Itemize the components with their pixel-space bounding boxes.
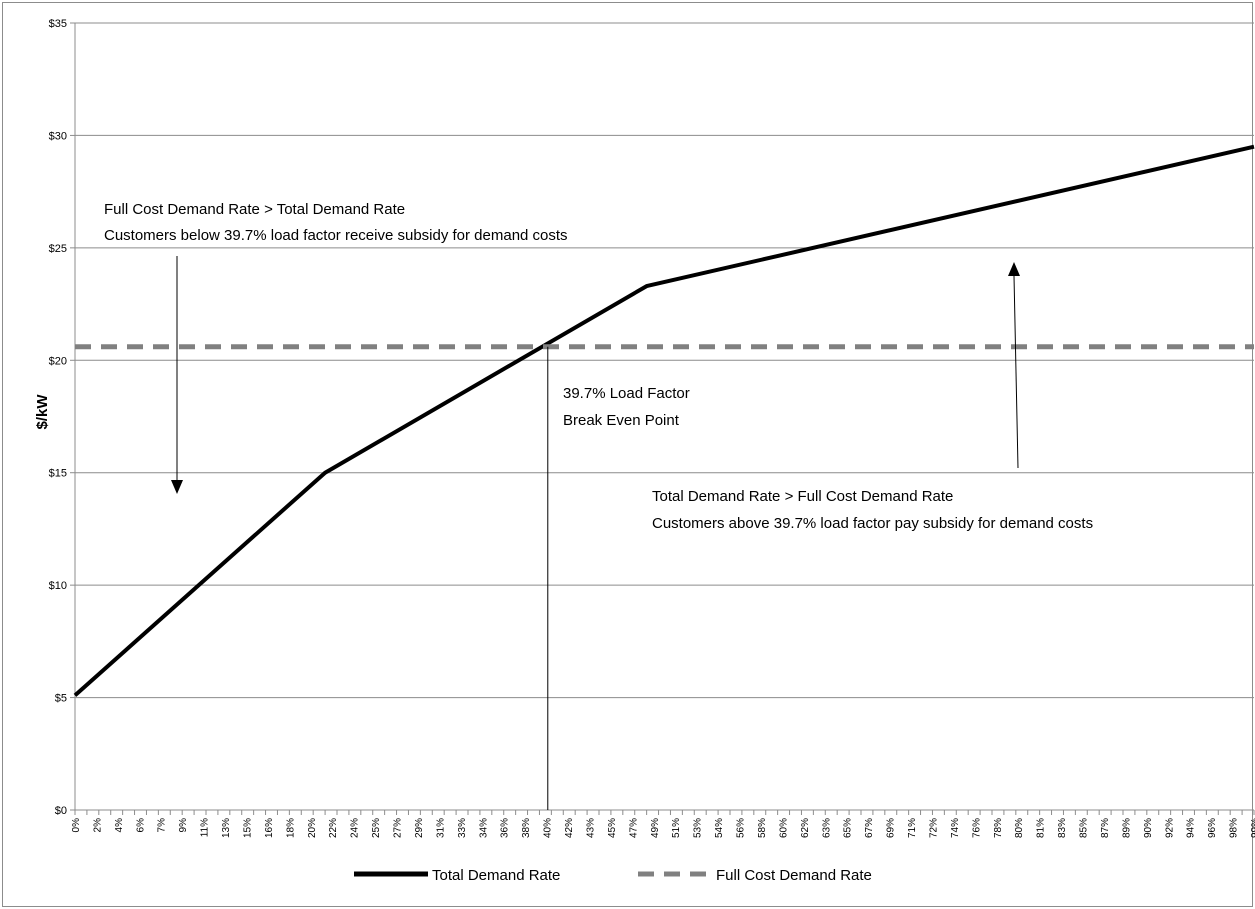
grid-lines xyxy=(70,22,1254,811)
x-tick-label: 89% xyxy=(1121,818,1132,838)
x-tick-label: 43% xyxy=(585,818,596,838)
x-tick-label: 4% xyxy=(114,818,125,833)
x-tick-label: 0% xyxy=(71,818,82,833)
x-tick-label: 76% xyxy=(971,818,982,838)
x-tick-label: 71% xyxy=(907,818,918,838)
x-axis: 0% 2% 4% 6% 7% 9% 11% 13% 15% 16% 18% 20% 22% 24% 25% 2… xyxy=(71,23,1255,838)
x-tick-label: 38% xyxy=(521,818,532,838)
x-tick-label: 33% xyxy=(457,818,468,838)
x-tick-label: 31% xyxy=(435,818,446,838)
x-tick-label: 69% xyxy=(886,818,897,838)
x-tick-label: 58% xyxy=(757,818,768,838)
x-tick-label: 90% xyxy=(1143,818,1154,838)
x-tick-label: 53% xyxy=(693,818,704,838)
y-tick-label-10: $10 xyxy=(49,580,67,592)
annotations: Full Cost Demand Rate > Total Demand Rat… xyxy=(104,201,1093,810)
annotation-right-line-1: Total Demand Rate > Full Cost Demand Rat… xyxy=(652,488,953,505)
x-tick-label: 16% xyxy=(264,818,275,838)
y-tick-label-15: $15 xyxy=(49,468,67,480)
annotation-break-even-line-2: Break Even Point xyxy=(563,412,680,429)
series-lines xyxy=(73,144,1255,697)
x-tick-label: 98% xyxy=(1229,818,1240,838)
x-tick-label: 94% xyxy=(1186,818,1197,838)
x-tick-label: 99% xyxy=(1250,818,1255,838)
x-tick-label: 96% xyxy=(1207,818,1218,838)
x-tick-label: 36% xyxy=(500,818,511,838)
x-tick-label: 42% xyxy=(564,818,575,838)
legend-label-total-demand-rate: Total Demand Rate xyxy=(432,867,560,884)
x-tick-label: 13% xyxy=(221,818,232,838)
x-tick-label: 29% xyxy=(414,818,425,838)
x-tick-label: 22% xyxy=(328,818,339,838)
x-tick-label: 6% xyxy=(135,818,146,833)
x-tick-label: 45% xyxy=(607,818,618,838)
y-tick-label-35: $35 xyxy=(49,18,67,30)
legend: Total Demand Rate Full Cost Demand Rate xyxy=(354,867,872,884)
x-tick-label: 25% xyxy=(371,818,382,838)
annotation-left-line-1: Full Cost Demand Rate > Total Demand Rat… xyxy=(104,201,405,218)
y-tick-label-20: $20 xyxy=(49,355,67,367)
x-tick-label: 67% xyxy=(864,818,875,838)
x-tick-label: 15% xyxy=(242,818,253,838)
x-tick-label: 85% xyxy=(1079,818,1090,838)
y-tick-label-30: $30 xyxy=(49,130,67,142)
y-tick-label-25: $25 xyxy=(49,243,67,255)
x-tick-label: 40% xyxy=(543,818,554,838)
series-line-total-demand-rate xyxy=(73,144,1255,697)
x-tick-label: 74% xyxy=(950,818,961,838)
x-tick-label: 20% xyxy=(307,818,318,838)
x-tick-label: 49% xyxy=(650,818,661,838)
x-tick-label: 34% xyxy=(478,818,489,838)
x-tick-label: 47% xyxy=(628,818,639,838)
annotation-right-line-2: Customers above 39.7% load factor pay su… xyxy=(652,515,1093,532)
x-tick-label: 92% xyxy=(1164,818,1175,838)
x-tick-label: 63% xyxy=(821,818,832,838)
x-tick-label: 24% xyxy=(350,818,361,838)
x-tick-label: 7% xyxy=(157,818,168,833)
y-tick-label-5: $5 xyxy=(55,693,67,705)
x-tick-label: 72% xyxy=(928,818,939,838)
left-arrow-head xyxy=(171,480,183,494)
annotation-left-line-2: Customers below 39.7% load factor receiv… xyxy=(104,227,568,244)
x-tick-label: 56% xyxy=(736,818,747,838)
x-tick-label: 81% xyxy=(1036,818,1047,838)
y-axis-ticks: $0 $5 $10 $15 $20 $25 $30 $35 xyxy=(49,18,67,817)
x-tick-label: 51% xyxy=(671,818,682,838)
x-tick-label: 60% xyxy=(778,818,789,838)
x-tick-label: 54% xyxy=(714,818,725,838)
y-axis-label: $/kW xyxy=(34,394,51,430)
right-arrow-head xyxy=(1008,262,1020,276)
x-tick-label: 11% xyxy=(200,818,211,837)
x-tick-label: 78% xyxy=(993,818,1004,838)
y-tick-label-0: $0 xyxy=(55,805,67,817)
x-tick-label: 2% xyxy=(92,818,103,833)
x-tick-label: 18% xyxy=(285,818,296,838)
x-tick-label: 9% xyxy=(178,818,189,833)
legend-label-full-cost-demand-rate: Full Cost Demand Rate xyxy=(716,867,872,884)
annotation-break-even-line-1: 39.7% Load Factor xyxy=(563,385,690,402)
x-tick-label: 27% xyxy=(393,818,404,838)
x-tick-label: 83% xyxy=(1057,818,1068,838)
x-tick-label: 80% xyxy=(1014,818,1025,838)
right-arrow-line xyxy=(1013,275,1019,469)
x-tick-label: 87% xyxy=(1100,818,1111,838)
x-tick-label: 62% xyxy=(800,818,811,838)
x-tick-label: 65% xyxy=(843,818,854,838)
